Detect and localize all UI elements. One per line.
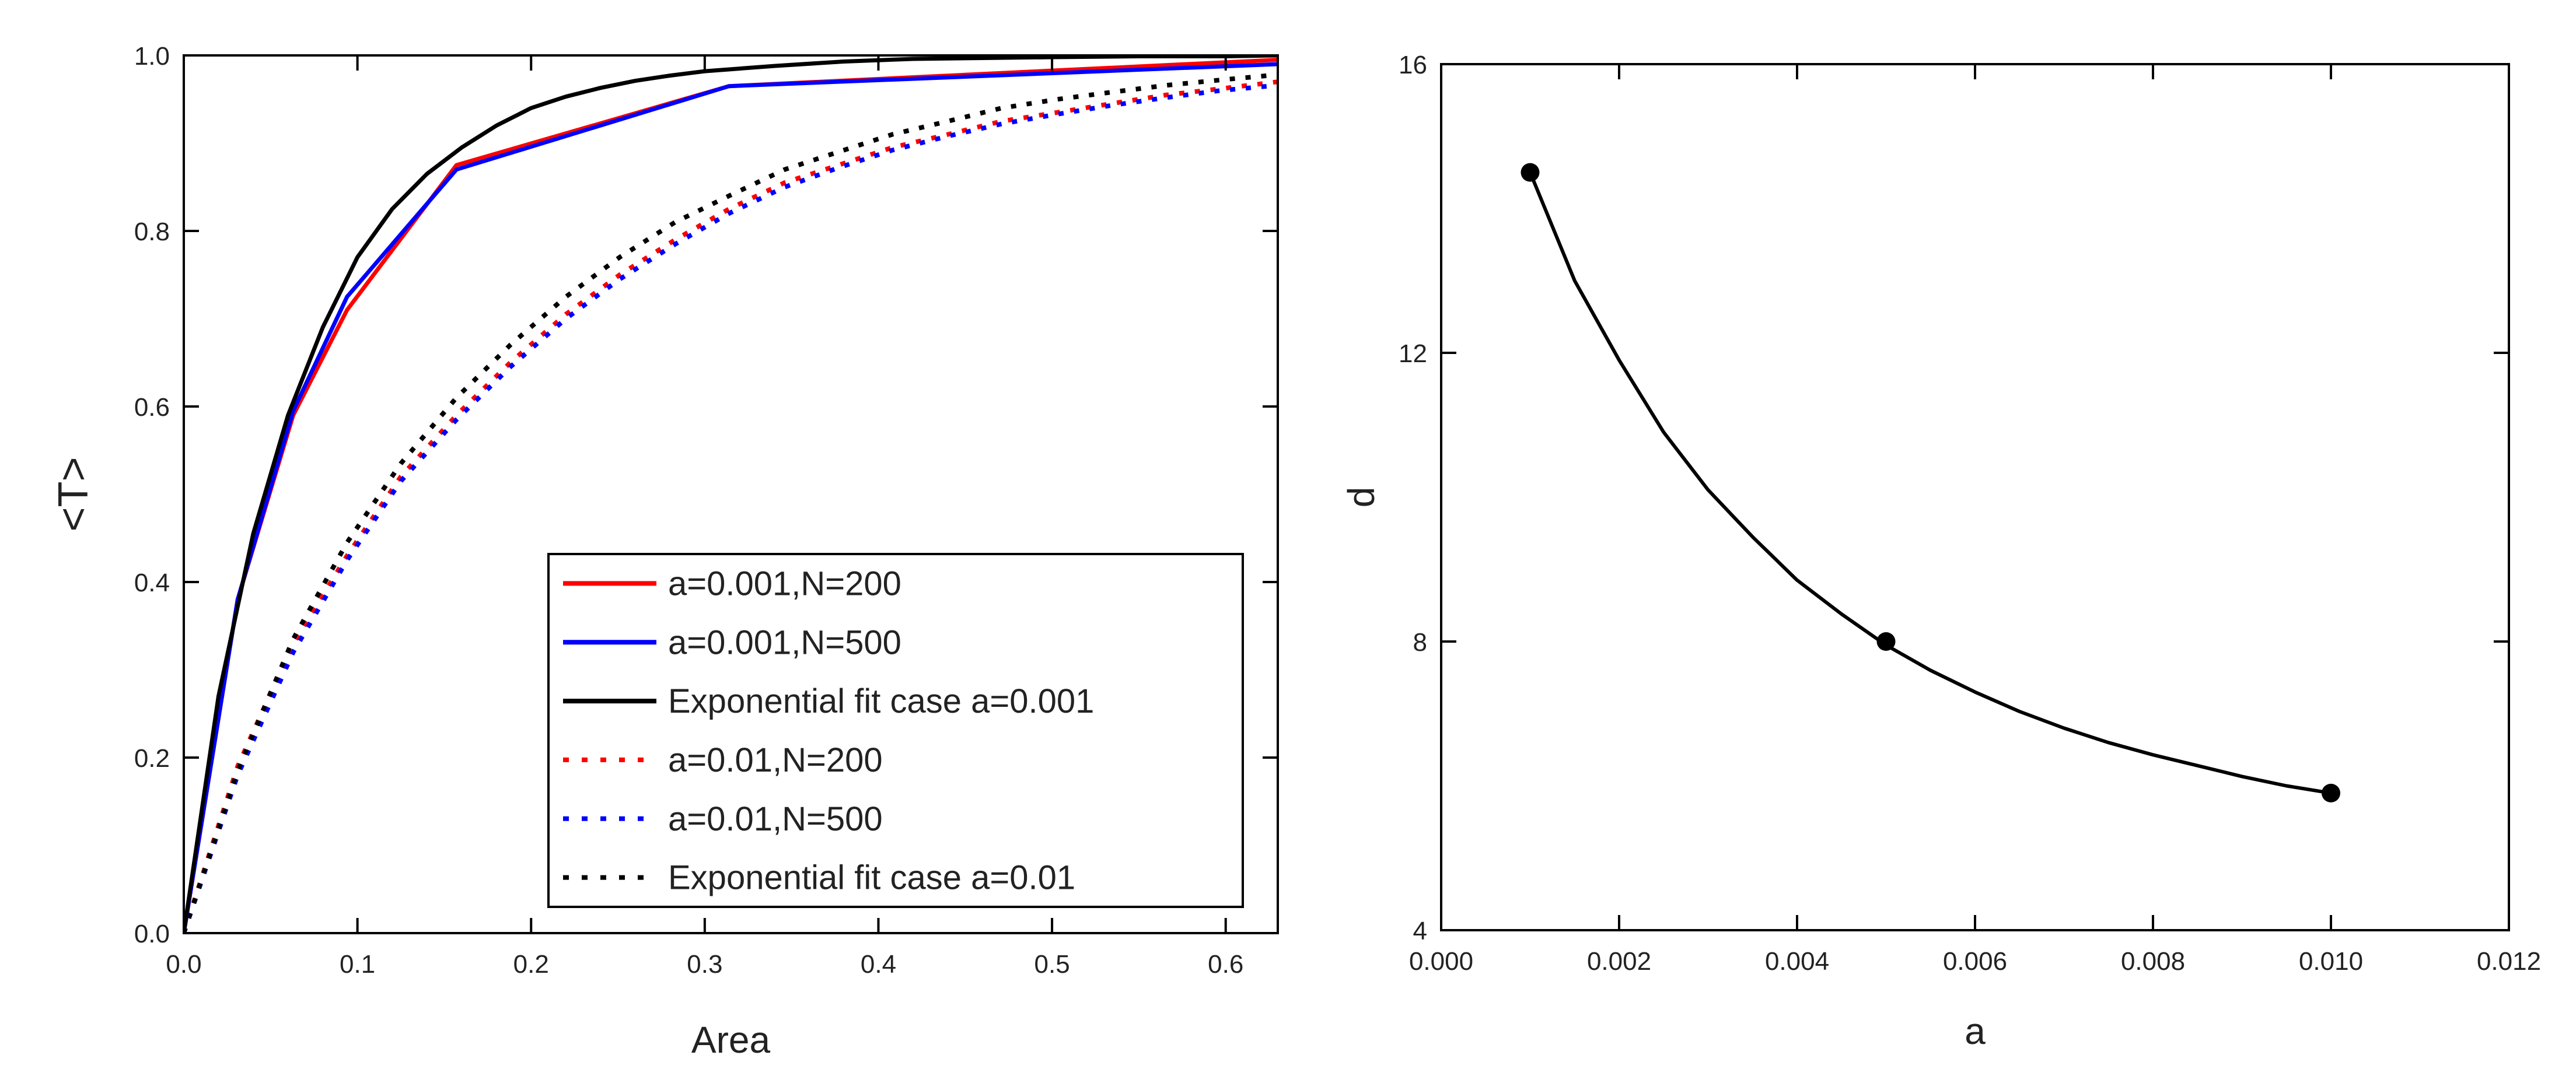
right-chart-series-layer [1521, 163, 2340, 802]
left-chart: 0.0 0.1 0.2 0.3 0.4 0.5 0.60.00.20.40.60.81.0 … [50, 42, 1279, 1061]
left-series-exponential-fit-case-a-0-01 [184, 72, 1278, 933]
left-x-tick-label: 0.5 [1034, 950, 1070, 979]
right-x-axis-label: a [1965, 1010, 1986, 1052]
right-x-tick-label: 0.004 [1765, 947, 1829, 976]
legend-label-a-0-01-n-500: a=0.01,N=500 [668, 800, 883, 838]
left-y-tick-label: 0.4 [134, 569, 170, 597]
left-series-a-0-01-n-500 [184, 83, 1278, 933]
left-y-tick-label: 0.0 [134, 920, 170, 948]
right-y-axis-label: d [1340, 487, 1382, 508]
left-series-a-0-01-n-200 [184, 79, 1278, 933]
right-data-point [1521, 163, 1540, 182]
right-x-tick-label: 0.012 [2477, 947, 2541, 976]
legend-label-exponential-fit-case-a-0-01: Exponential fit case a=0.01 [668, 859, 1075, 897]
right-data-point [2322, 783, 2340, 802]
right-chart: 0.000 0.002 0.004 0.006 0.008 0.010 0.012 4 8 12 1… [1340, 51, 2541, 1052]
left-chart-series-layer [184, 55, 1278, 933]
left-chart-legend: a=0.001,N=200 a=0.001,N=500 Exponential fi… [547, 553, 1244, 908]
left-x-tick-label: 0.4 [861, 950, 896, 979]
left-x-axis-label: Area [691, 1019, 771, 1061]
right-x-tick-label: 0.002 [1587, 947, 1651, 976]
right-chart-ticks: 0.000 0.002 0.004 0.006 0.008 0.010 0.012 4 8 12 1… [1399, 51, 2541, 976]
legend-label-a-0-001-n-200: a=0.001,N=200 [668, 565, 901, 602]
left-x-tick-label: 0.2 [513, 950, 549, 979]
right-y-tick-label: 4 [1413, 917, 1427, 945]
legend-box [547, 553, 1244, 908]
right-y-tick-label: 12 [1399, 339, 1427, 368]
right-data-point [1876, 632, 1896, 651]
legend-label-exponential-fit-case-a-0-001: Exponential fit case a=0.001 [668, 682, 1094, 720]
left-x-tick-label: 0.0 [166, 950, 201, 979]
left-series-exponential-fit-case-a-0-001 [184, 55, 1278, 933]
left-y-tick-label: 0.2 [134, 744, 170, 773]
left-x-tick-label: 0.3 [687, 950, 722, 979]
legend-label-a-0-001-n-500: a=0.001,N=500 [668, 623, 901, 661]
left-x-tick-label: 0.6 [1208, 950, 1243, 979]
right-plot-frame [1440, 63, 2510, 931]
right-y-tick-label: 16 [1399, 51, 1427, 79]
right-x-tick-label: 0.006 [1943, 947, 2007, 976]
left-x-tick-label: 0.1 [340, 950, 375, 979]
left-plot-frame [183, 54, 1279, 934]
right-x-tick-label: 0.008 [2121, 947, 2185, 976]
left-y-tick-label: 1.0 [134, 42, 170, 71]
left-y-axis-label: <T> [50, 457, 97, 531]
right-x-tick-label: 0.010 [2299, 947, 2363, 976]
left-chart-ticks: 0.0 0.1 0.2 0.3 0.4 0.5 0.6 0.0 0.2 0.4 0.6 0.8 1.0 [134, 42, 1278, 979]
legend-label-a-0-01-n-200: a=0.01,N=200 [668, 741, 883, 779]
left-y-tick-label: 0.6 [134, 393, 170, 422]
right-fit-curve [1528, 171, 2332, 795]
right-y-tick-label: 8 [1413, 628, 1427, 657]
right-x-tick-label: 0.000 [1409, 947, 1473, 976]
left-y-tick-label: 0.8 [134, 218, 170, 246]
